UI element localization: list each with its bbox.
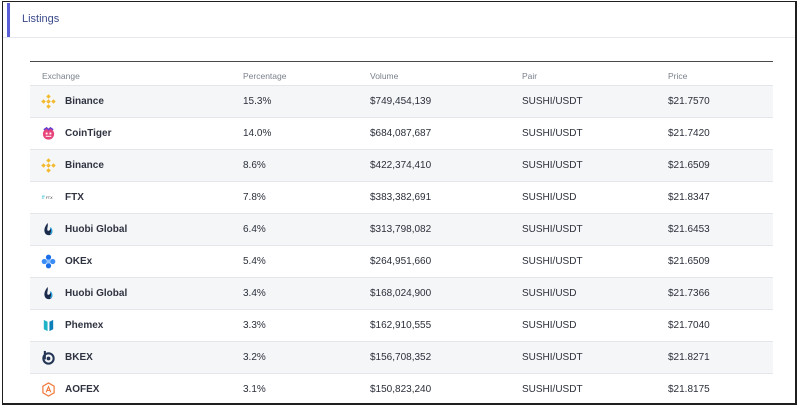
percentage-cell: 5.4% xyxy=(243,256,266,267)
binance-icon xyxy=(41,158,56,173)
table-row[interactable]: BKEX 3.2% $156,708,352 SUSHI/USDT $21.82… xyxy=(30,342,773,374)
phemex-icon xyxy=(41,318,56,333)
percentage-cell: 3.3% xyxy=(243,320,266,331)
column-header-percentage[interactable]: Percentage xyxy=(243,71,287,81)
exchange-name[interactable]: CoinTiger xyxy=(65,128,112,139)
price-cell: $21.7570 xyxy=(668,96,710,107)
volume-cell: $749,454,139 xyxy=(370,96,432,107)
table-body: Binance 15.3% $749,454,139 SUSHI/USDT $2… xyxy=(30,86,773,403)
column-header-price[interactable]: Price xyxy=(668,71,688,81)
pair-cell: SUSHI/USDT xyxy=(522,160,583,171)
price-cell: $21.7420 xyxy=(668,128,710,139)
exchange-name[interactable]: Phemex xyxy=(65,320,104,331)
price-cell: $21.8347 xyxy=(668,192,710,203)
volume-cell: $156,708,352 xyxy=(370,352,432,363)
price-cell: $21.6509 xyxy=(668,256,710,267)
price-cell: $21.8271 xyxy=(668,352,710,363)
exchange-name[interactable]: FTX xyxy=(65,192,84,203)
exchange-name[interactable]: OKEx xyxy=(65,256,93,267)
pair-cell: SUSHI/USDT xyxy=(522,352,583,363)
ftx-icon: FTX xyxy=(41,190,56,205)
percentage-cell: 7.8% xyxy=(243,192,266,203)
percentage-cell: 3.2% xyxy=(243,352,266,363)
volume-cell: $383,382,691 xyxy=(370,192,432,203)
table-row[interactable]: Binance 15.3% $749,454,139 SUSHI/USDT $2… xyxy=(30,86,773,118)
price-cell: $21.6509 xyxy=(668,160,710,171)
percentage-cell: 14.0% xyxy=(243,128,272,139)
price-cell: $21.7040 xyxy=(668,320,710,331)
volume-cell: $313,798,082 xyxy=(370,224,432,235)
panel-title: Listings xyxy=(22,13,60,25)
bkex-icon xyxy=(41,350,56,365)
volume-cell: $422,374,410 xyxy=(370,160,432,171)
exchange-name[interactable]: Huobi Global xyxy=(65,288,128,299)
table-row[interactable]: AOFEX 3.1% $150,823,240 SUSHI/USDT $21.8… xyxy=(30,374,773,403)
price-cell: $21.8175 xyxy=(668,384,710,395)
listings-table: Exchange Percentage Volume Pair Price Bi… xyxy=(30,61,773,403)
percentage-cell: 3.4% xyxy=(243,288,266,299)
exchange-name[interactable]: AOFEX xyxy=(65,384,100,395)
cointiger-icon xyxy=(41,126,56,141)
volume-cell: $168,024,900 xyxy=(370,288,432,299)
percentage-cell: 3.1% xyxy=(243,384,266,395)
pair-cell: SUSHI/USDT xyxy=(522,384,583,395)
table-row[interactable]: Huobi Global 6.4% $313,798,082 SUSHI/USD… xyxy=(30,214,773,246)
aofex-icon xyxy=(41,382,56,397)
price-cell: $21.6453 xyxy=(668,224,710,235)
pair-cell: SUSHI/USD xyxy=(522,192,577,203)
header-accent-bar xyxy=(7,3,10,37)
table-row[interactable]: FTX FTX 7.8% $383,382,691 SUSHI/USD $21.… xyxy=(30,182,773,214)
column-header-exchange[interactable]: Exchange xyxy=(42,71,80,81)
pair-cell: SUSHI/USD xyxy=(522,320,577,331)
percentage-cell: 8.6% xyxy=(243,160,266,171)
volume-cell: $162,910,555 xyxy=(370,320,432,331)
pair-cell: SUSHI/USDT xyxy=(522,224,583,235)
percentage-cell: 15.3% xyxy=(243,96,272,107)
volume-cell: $150,823,240 xyxy=(370,384,432,395)
okex-icon xyxy=(41,254,56,269)
volume-cell: $264,951,660 xyxy=(370,256,432,267)
table-row[interactable]: OKEx 5.4% $264,951,660 SUSHI/USDT $21.65… xyxy=(30,246,773,278)
table-row[interactable]: Huobi Global 3.4% $168,024,900 SUSHI/USD… xyxy=(30,278,773,310)
exchange-name[interactable]: Binance xyxy=(65,160,104,171)
pair-cell: SUSHI/USDT xyxy=(522,128,583,139)
price-cell: $21.7366 xyxy=(668,288,710,299)
volume-cell: $684,087,687 xyxy=(370,128,432,139)
svg-text:FTX: FTX xyxy=(46,196,53,200)
column-header-pair[interactable]: Pair xyxy=(522,71,538,81)
huobi-icon xyxy=(41,286,56,301)
panel-header: Listings xyxy=(3,2,795,38)
table-row[interactable]: CoinTiger 14.0% $684,087,687 SUSHI/USDT … xyxy=(30,118,773,150)
percentage-cell: 6.4% xyxy=(243,224,266,235)
pair-cell: SUSHI/USDT xyxy=(522,256,583,267)
exchange-name[interactable]: Binance xyxy=(65,96,104,107)
pair-cell: SUSHI/USDT xyxy=(522,96,583,107)
huobi-icon xyxy=(41,222,56,237)
binance-icon xyxy=(41,94,56,109)
table-row[interactable]: Binance 8.6% $422,374,410 SUSHI/USDT $21… xyxy=(30,150,773,182)
exchange-name[interactable]: Huobi Global xyxy=(65,224,128,235)
table-row[interactable]: Phemex 3.3% $162,910,555 SUSHI/USD $21.7… xyxy=(30,310,773,342)
table-header: Exchange Percentage Volume Pair Price xyxy=(30,61,773,86)
pair-cell: SUSHI/USD xyxy=(522,288,577,299)
column-header-volume[interactable]: Volume xyxy=(370,71,399,81)
exchange-name[interactable]: BKEX xyxy=(65,352,93,363)
